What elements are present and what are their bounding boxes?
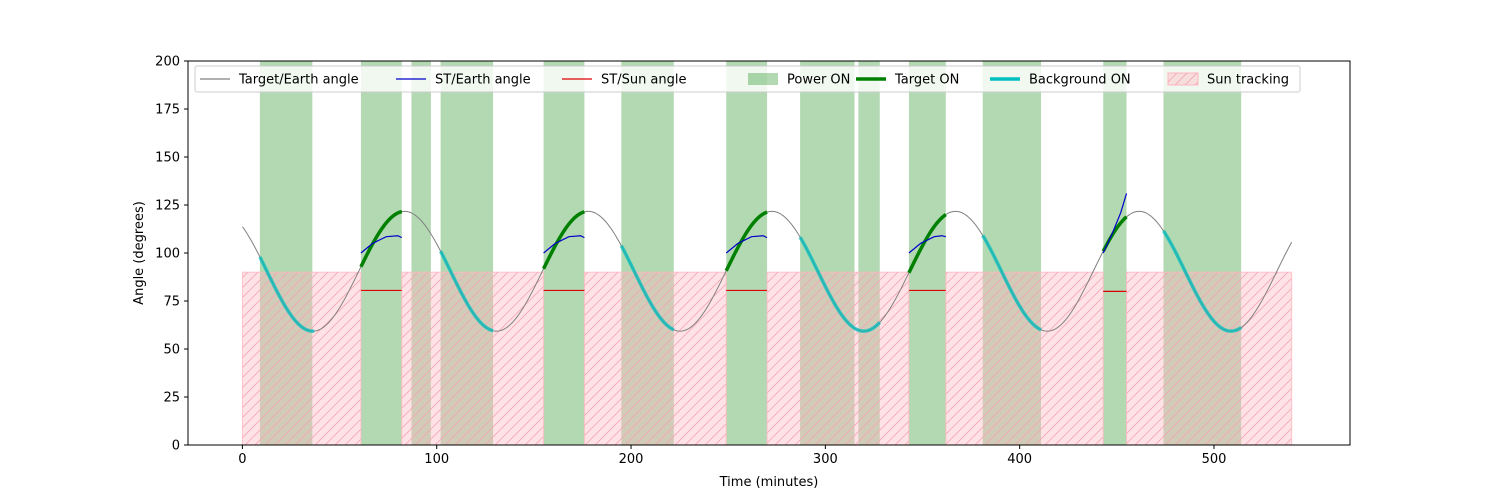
sun-tracking-hatch: [1126, 271, 1293, 445]
background-on-segment: [798, 236, 882, 333]
legend-label: Background ON: [1029, 73, 1131, 88]
sun-tracking-hatch: [401, 271, 545, 445]
background-on-segment: [439, 250, 494, 333]
sun-tracking-hatch: [241, 271, 362, 445]
y-tick-label: 50: [163, 343, 180, 358]
series-st-earth-angle: [360, 235, 403, 254]
x-tick-label: 500: [1202, 452, 1227, 467]
background-on-segment: [981, 234, 1042, 332]
legend-box: [194, 65, 1301, 93]
legend-label: Target/Earth angle: [238, 73, 359, 88]
legend-label: Power ON: [787, 73, 850, 88]
legend: Target/Earth angle ST/Earth angle ST/Sun a…: [194, 65, 1301, 93]
y-tick-label: 25: [163, 391, 180, 406]
power-on-span: [1103, 61, 1127, 445]
power-on-span: [726, 61, 768, 445]
y-tick-label: 150: [155, 151, 180, 166]
power-on-span: [908, 61, 946, 445]
target-on-segment: [359, 209, 403, 268]
sun-tracking-hatch: [766, 271, 910, 445]
legend-label: Sun tracking: [1207, 73, 1289, 88]
legend-hatch-swatch: [1168, 73, 1198, 85]
background-on-segment: [619, 244, 675, 332]
x-tick-label: 400: [1007, 452, 1032, 467]
y-tick-label: 175: [155, 103, 180, 118]
y-tick-label: 0: [172, 439, 180, 454]
y-tick-label: 75: [163, 295, 180, 310]
axes: 0 100 200 300 400 500 0 25 50 75 100 125 150 175 200: [155, 55, 1226, 468]
series-st-earth-angle: [725, 235, 768, 254]
sun-tracking-hatch: [945, 271, 1104, 445]
y-tick-label: 100: [155, 247, 180, 262]
legend-patch-swatch: [748, 73, 778, 85]
target-on-segment: [907, 213, 947, 274]
y-tick-label: 200: [155, 55, 180, 70]
legend-label: Target ON: [894, 73, 959, 88]
series-st-earth-angle: [908, 235, 946, 254]
background-on-segment: [258, 256, 315, 333]
x-tick-label: 200: [619, 452, 644, 467]
y-tick-label: 125: [155, 199, 180, 214]
x-axis-label: Time (minutes): [719, 475, 819, 490]
series-st-earth-angle: [543, 235, 585, 254]
x-tick-label: 100: [424, 452, 449, 467]
target-on-segment: [542, 210, 585, 270]
sun-tracking-hatch: [583, 271, 727, 445]
legend-label: ST/Earth angle: [435, 73, 531, 88]
plot-area: [241, 61, 1293, 445]
y-axis-label: Angle (degrees): [132, 201, 147, 305]
target-on-segment: [724, 210, 768, 272]
x-tick-label: 300: [813, 452, 838, 467]
legend-label: ST/Sun angle: [601, 73, 687, 88]
x-tick-label: 0: [238, 452, 246, 467]
series-st-earth-angle: [1102, 193, 1128, 254]
background-on-segment: [1161, 229, 1243, 333]
